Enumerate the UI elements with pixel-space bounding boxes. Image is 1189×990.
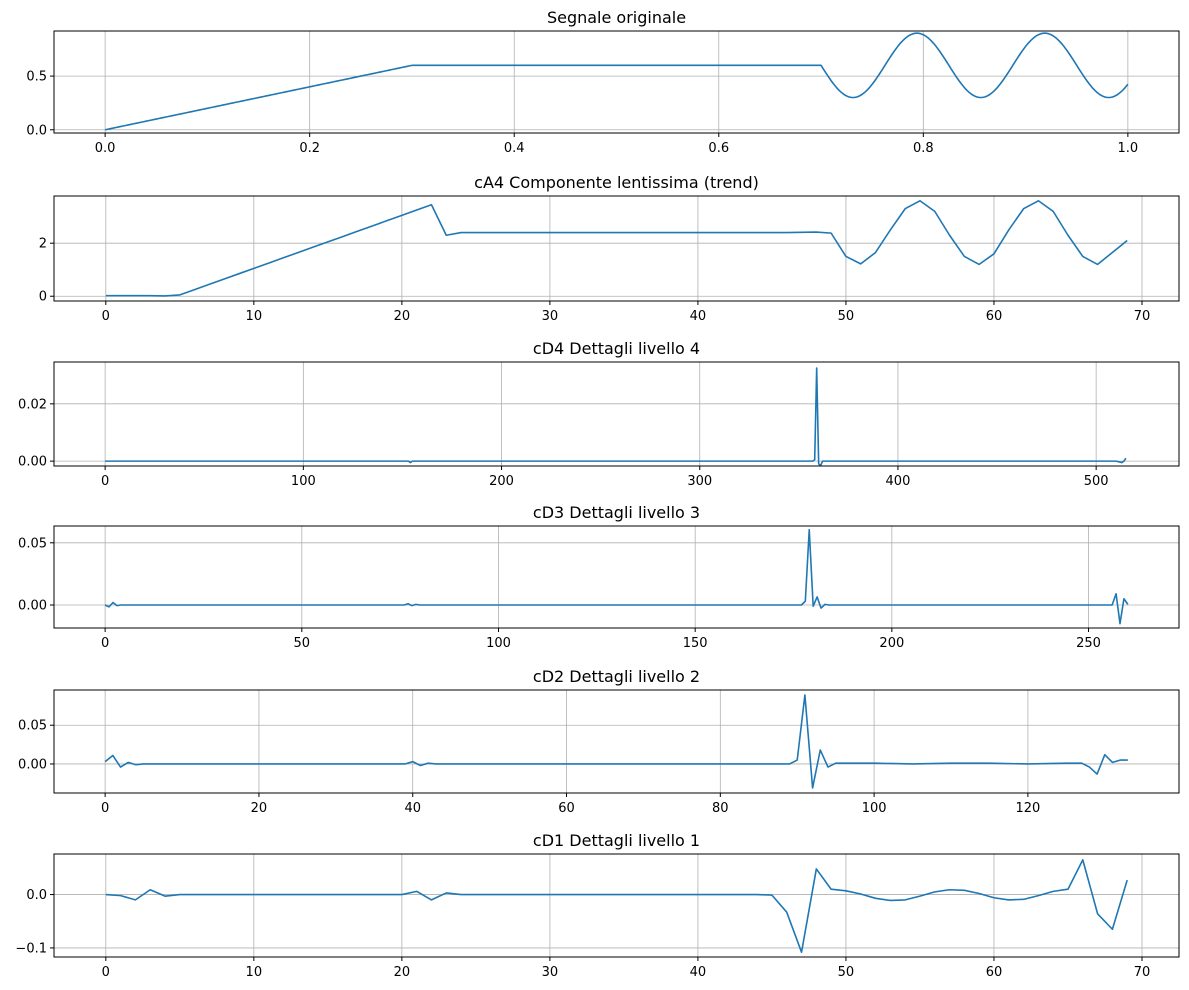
x-tick-label: 200 xyxy=(489,474,514,489)
y-tick-label: 0.5 xyxy=(26,70,47,85)
x-tick-label: 50 xyxy=(838,309,855,324)
x-tick-label: 1.0 xyxy=(1118,141,1139,156)
series-line-cD2 xyxy=(104,694,1128,789)
x-tick-label: 100 xyxy=(862,801,887,816)
y-tick-label: 0.05 xyxy=(18,719,47,734)
subplot-title: Segnale originale xyxy=(547,8,686,27)
subplot-1: Segnale originale 0.0 0.2 0.4 0.6 0.8 1.0 0.0 0.… xyxy=(26,8,1180,156)
axes-frame xyxy=(53,525,1180,629)
x-tick-label: 20 xyxy=(394,309,411,324)
x-tick-label: 150 xyxy=(683,636,708,651)
x-tick-label: 10 xyxy=(246,965,263,980)
x-tick-label: 400 xyxy=(886,474,911,489)
y-tick-label: 0.05 xyxy=(18,536,47,551)
x-tick-label: 0 xyxy=(101,474,109,489)
y-tick-label: 0.00 xyxy=(18,455,47,470)
x-tick-label: 30 xyxy=(542,965,559,980)
x-tick-label: 50 xyxy=(838,965,855,980)
x-tick-label: 500 xyxy=(1084,474,1109,489)
axes-frame xyxy=(53,195,1180,302)
y-tick-label: 0.02 xyxy=(18,397,47,412)
x-tick-label: 60 xyxy=(986,309,1003,324)
subplot-title: cD4 Dettagli livello 4 xyxy=(533,339,700,358)
x-tick-label: 20 xyxy=(251,801,268,816)
subplot-title: cD3 Dettagli livello 3 xyxy=(533,503,700,522)
x-tick-label: 40 xyxy=(690,309,707,324)
x-tick-label: 60 xyxy=(986,965,1003,980)
axes-frame xyxy=(53,361,1180,467)
x-tick-label: 300 xyxy=(687,474,712,489)
subplot-title: cA4 Componente lentissima (trend) xyxy=(474,173,759,192)
subplot-2: cA4 Componente lentissima (trend)0 10 20 30… xyxy=(39,173,1180,324)
axes-frame xyxy=(53,30,1180,134)
x-tick-label: 40 xyxy=(404,801,421,816)
x-tick-label: 0 xyxy=(102,309,110,324)
x-tick-label: 0.8 xyxy=(913,141,934,156)
x-tick-label: 70 xyxy=(1134,309,1151,324)
x-tick-label: 0 xyxy=(101,636,109,651)
x-tick-label: 200 xyxy=(879,636,904,651)
y-tick-label: 2 xyxy=(39,237,47,252)
x-tick-label: 70 xyxy=(1134,965,1151,980)
x-tick-label: 0 xyxy=(102,965,110,980)
x-tick-label: 30 xyxy=(542,309,559,324)
y-tick-label: 0 xyxy=(39,290,47,305)
x-tick-label: 0.4 xyxy=(504,141,525,156)
x-tick-label: 120 xyxy=(1015,801,1040,816)
subplot-5: cD2 Dettagli livello 2 0 20 40 60 80 100 120 0.0… xyxy=(18,667,1180,816)
subplot-3: cD4 Dettagli livello 4 0 100 200 300 400 500 0.… xyxy=(18,339,1180,489)
x-tick-label: 100 xyxy=(291,474,316,489)
x-tick-label: 60 xyxy=(558,801,575,816)
x-tick-label: 0.6 xyxy=(708,141,729,156)
series-line-cD3 xyxy=(104,528,1129,625)
x-tick-label: 250 xyxy=(1076,636,1101,651)
y-tick-label: 0.00 xyxy=(18,598,47,613)
subplot-title: cD1 Dettagli livello 1 xyxy=(533,831,700,850)
series-line-cD4 xyxy=(105,367,1127,467)
subplot-title: cD2 Dettagli livello 2 xyxy=(533,667,700,686)
x-tick-label: 50 xyxy=(294,636,311,651)
series-line-segnale xyxy=(104,32,1129,131)
x-tick-label: 80 xyxy=(712,801,729,816)
x-tick-label: 0.2 xyxy=(299,141,320,156)
y-tick-label: 0.0 xyxy=(26,123,47,138)
axes-frame xyxy=(53,689,1180,794)
x-tick-label: 10 xyxy=(246,309,263,324)
y-tick-label: 0.0 xyxy=(26,888,47,903)
x-tick-label: 40 xyxy=(690,965,707,980)
x-tick-label: 100 xyxy=(486,636,511,651)
subplot-4: cD3 Dettagli livello 3 0 50 100 150 200 250 0.0… xyxy=(18,503,1180,651)
y-tick-label: −0.1 xyxy=(15,941,47,956)
x-tick-label: 0.0 xyxy=(95,141,116,156)
x-tick-label: 20 xyxy=(394,965,411,980)
axes-frame xyxy=(53,853,1180,958)
subplot-6: cD1 Dettagli livello 1 0 10 20 30 40 50 60 70 −0.… xyxy=(15,831,1180,980)
x-tick-label: 0 xyxy=(101,801,109,816)
series-line-cA4 xyxy=(105,199,1128,297)
series-line-cD1 xyxy=(105,859,1128,954)
y-tick-label: 0.00 xyxy=(18,757,47,772)
